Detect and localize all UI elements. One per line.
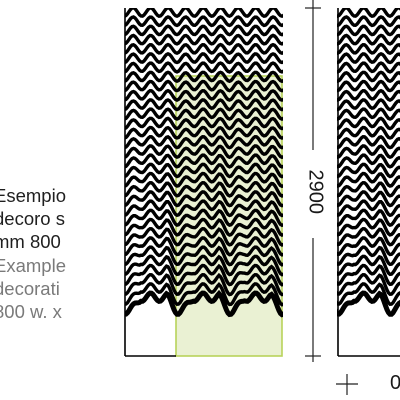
wave-line <box>337 125 400 140</box>
wave-line <box>337 226 400 247</box>
caption-italian-line-2: decoro s <box>0 208 65 230</box>
wave-line <box>337 282 400 306</box>
wave-line <box>337 180 400 198</box>
height-dimension-line <box>305 0 321 362</box>
wave-line <box>337 272 400 296</box>
caption-english-line-1: Example <box>0 254 66 276</box>
wave-line <box>337 51 400 65</box>
wave-line <box>337 88 400 102</box>
wave-line <box>337 190 400 208</box>
wave-line <box>337 217 400 237</box>
wave-line <box>337 24 400 37</box>
wave-line <box>125 51 283 65</box>
wave-line <box>337 116 400 131</box>
wave-line <box>125 208 283 228</box>
wave-line <box>125 289 283 318</box>
wave-line <box>125 24 283 37</box>
wave-line <box>125 107 283 121</box>
wave-line <box>337 98 400 112</box>
wave-line <box>337 15 400 28</box>
wave-line <box>337 263 400 287</box>
wave-line <box>337 208 400 227</box>
wave-line <box>337 245 400 267</box>
wave-line <box>125 272 283 297</box>
wave-line <box>337 42 400 56</box>
wave-line <box>337 33 400 46</box>
wave-line <box>125 15 283 28</box>
wave-line <box>125 144 283 160</box>
wave-line <box>125 281 283 307</box>
wave-line <box>125 134 283 150</box>
width-dimension-label: 0 <box>390 372 400 394</box>
wave-line <box>125 61 283 74</box>
wave-line <box>125 236 283 257</box>
wave-line <box>125 8 283 19</box>
caption-english-line-3: 800 w. x <box>0 301 62 323</box>
wave-line <box>337 144 400 160</box>
wave-line <box>125 98 283 112</box>
wave-line <box>125 180 283 198</box>
wave-line <box>337 236 400 257</box>
caption-italian-line-1: Esempio <box>0 185 66 206</box>
caption-english-line-2: decorati <box>0 277 60 299</box>
wave-line <box>337 290 400 317</box>
wave-line <box>125 226 283 247</box>
caption-italian-line-3: mm 800 <box>0 231 61 253</box>
wave-line <box>337 8 400 19</box>
wave-line <box>125 263 283 287</box>
wave-line <box>125 125 283 140</box>
wave-line <box>125 217 283 237</box>
caption-text: Esempio decoro s mm 800 Example decorati… <box>0 184 114 323</box>
wave-line <box>125 162 283 179</box>
wave-line <box>337 107 400 121</box>
wave-line <box>337 199 400 218</box>
wave-line <box>125 70 283 84</box>
wave-line <box>125 199 283 218</box>
wave-line <box>125 42 283 56</box>
wave-line <box>337 79 400 93</box>
wave-line <box>125 153 283 169</box>
wave-line <box>337 153 400 169</box>
wave-pattern-right-panel <box>337 8 400 317</box>
wave-line <box>337 171 400 188</box>
wave-line <box>337 61 400 74</box>
wave-line <box>125 79 283 93</box>
wave-line <box>337 134 400 150</box>
wave-line <box>125 33 283 46</box>
wave-pattern-left-panel <box>125 8 283 318</box>
wave-line <box>125 116 283 131</box>
height-dimension-label: 2900 <box>304 169 327 215</box>
width-dimension-tick <box>336 374 358 395</box>
wave-line <box>125 88 283 102</box>
wave-line <box>337 162 400 179</box>
wave-line <box>337 70 400 84</box>
wave-line <box>125 171 283 189</box>
wave-line <box>337 254 400 277</box>
wave-line <box>125 254 283 277</box>
wave-line <box>125 190 283 208</box>
wave-line <box>125 245 283 267</box>
